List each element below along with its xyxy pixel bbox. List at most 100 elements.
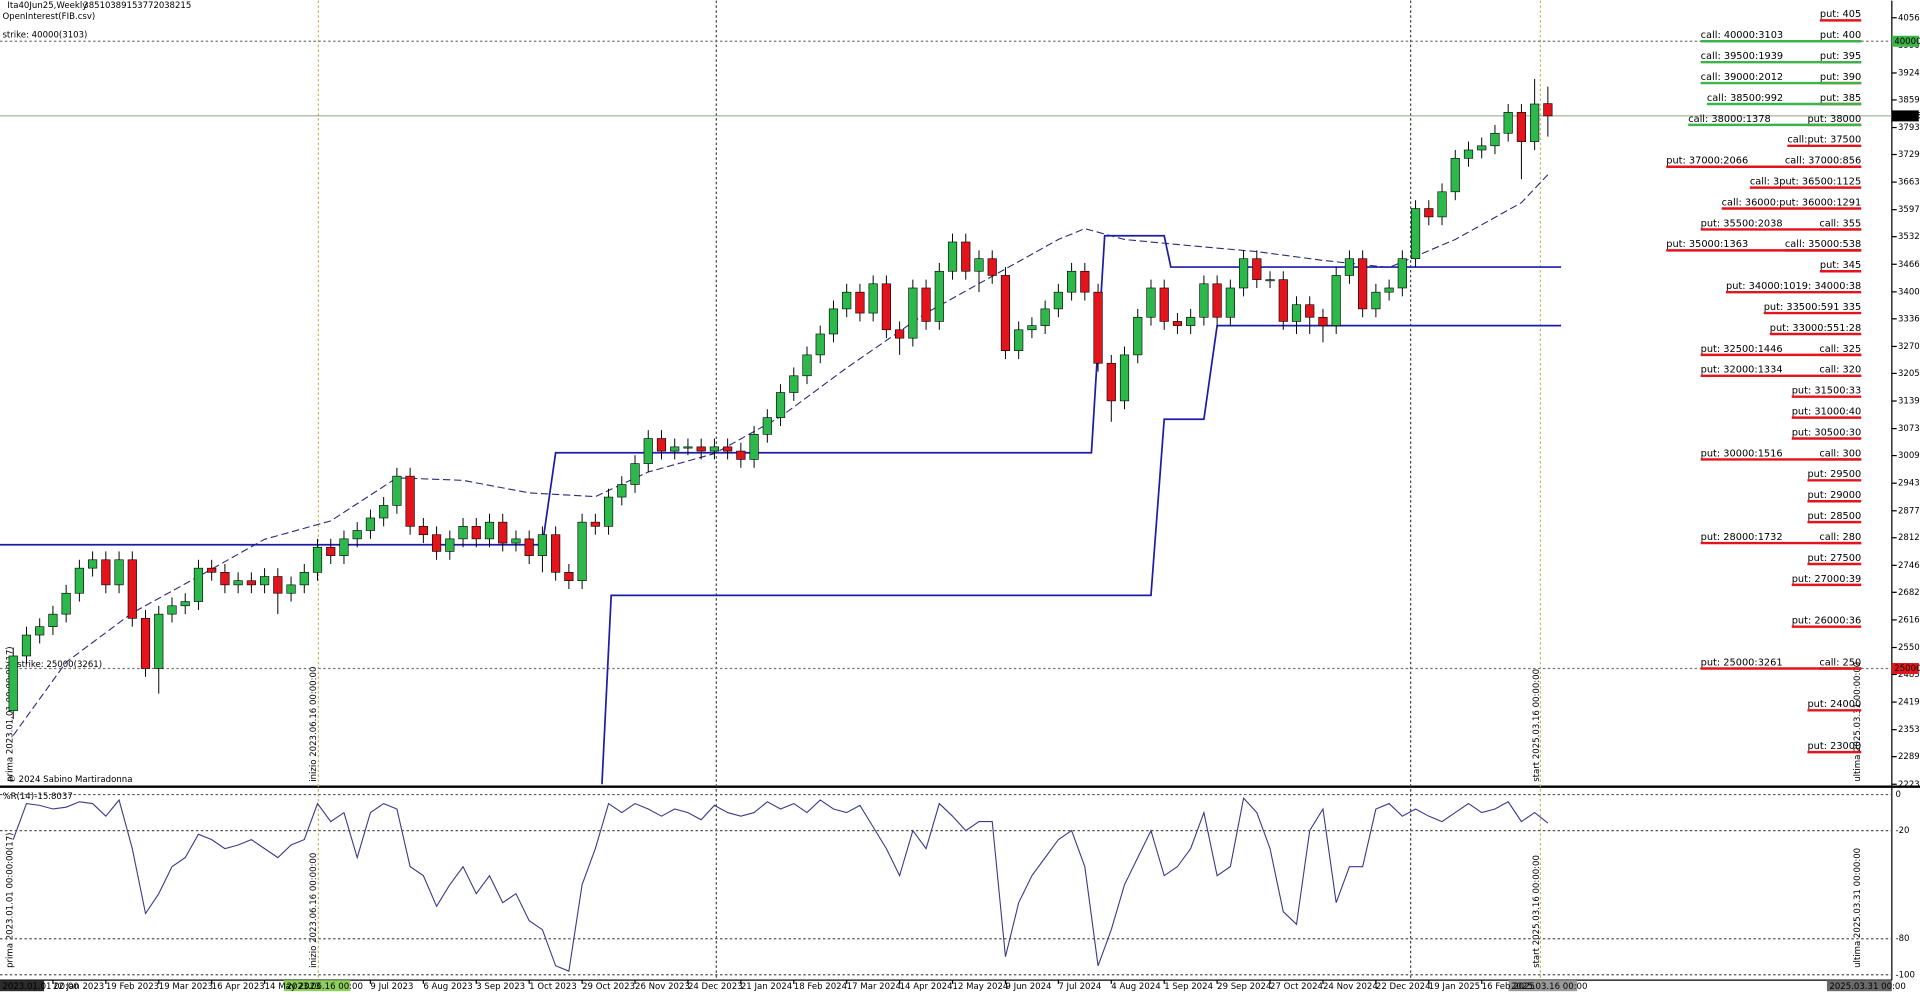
- option-label: put: 26000:36: [1792, 616, 1862, 627]
- candle-body: [511, 538, 521, 544]
- option-label: put: 31500:33: [1792, 386, 1862, 397]
- indicator-value: -15.8037: [34, 792, 73, 802]
- x-tick-label: 3 Sep 2023: [476, 982, 525, 992]
- option-label: call: 39500:1939: [1701, 51, 1784, 62]
- x-tick-label: 6 Aug 2023: [423, 982, 472, 992]
- candle-body: [260, 576, 270, 586]
- indicator-title: %R(14): [2, 792, 34, 802]
- candle-body: [1384, 287, 1394, 293]
- indicator-name: OpenInterest(FIB.csv): [2, 12, 95, 22]
- x-tick-label: 19 Jan 2025: [1429, 982, 1480, 992]
- x-tick-label: 1 Sep 2024: [1164, 982, 1213, 992]
- candle-body: [1106, 362, 1116, 402]
- candle-body: [696, 446, 706, 452]
- candle-body: [974, 258, 984, 272]
- candle-body: [21, 634, 32, 657]
- candle-body: [775, 392, 786, 418]
- option-label: put: 385: [1820, 93, 1861, 104]
- price-box-label: 25000: [1894, 664, 1920, 674]
- option-label: put: 28000:1732: [1701, 532, 1783, 543]
- option-label: put: 30000:1516: [1701, 448, 1783, 459]
- option-label: call: 38500:992: [1707, 93, 1783, 104]
- candle-body: [630, 463, 640, 485]
- option-label: put: 35500:2038: [1701, 218, 1783, 229]
- x-tick-label: 29 Sep 2024: [1217, 982, 1271, 992]
- candle-body: [855, 291, 865, 314]
- y-tick-label: 40562: [1898, 13, 1920, 23]
- option-label: put: 28500: [1807, 511, 1861, 522]
- candle-body: [987, 258, 997, 276]
- candle-body: [8, 655, 18, 712]
- candle-body: [683, 446, 693, 449]
- y-tick-label: 32057: [1898, 369, 1920, 379]
- option-label: call: 280: [1819, 532, 1861, 543]
- candle-body: [815, 333, 825, 356]
- candle-body: [1119, 354, 1130, 402]
- candle-body: [458, 526, 468, 540]
- marker-label: inizio 2023.06.16 00:00:00: [309, 667, 319, 782]
- cursor-box: [1826, 980, 1892, 992]
- y-tick-label: 38597: [1898, 95, 1920, 105]
- option-label: call: 325: [1819, 344, 1861, 355]
- candle-body: [392, 475, 402, 506]
- candle-body: [934, 270, 944, 322]
- x-tick-label: 24 Nov 2024: [1323, 982, 1378, 992]
- candle-body: [1027, 325, 1037, 331]
- candle-body: [484, 521, 495, 540]
- cursor-label: 2023.06.16 00:00: [287, 982, 363, 992]
- x-tick-label: 4 Aug 2024: [1111, 982, 1160, 992]
- candle-body: [670, 446, 680, 452]
- candle-body: [1543, 103, 1553, 117]
- copyright: © 2024 Sabino Martiradonna: [7, 775, 132, 785]
- y-tick-label: 34007: [1898, 287, 1920, 297]
- candle-body: [167, 605, 177, 615]
- cursor-box: [0, 980, 45, 992]
- y-tick-label: 24197: [1898, 698, 1920, 708]
- y-tick-label: 27467: [1898, 561, 1920, 571]
- option-label: put: 400: [1820, 30, 1861, 41]
- candle-body: [1133, 316, 1143, 356]
- y-tick-label: 39242: [1898, 68, 1920, 78]
- candle-body: [1371, 291, 1381, 310]
- candle-body: [947, 241, 958, 272]
- y-tick-label: 36632: [1898, 178, 1920, 188]
- candle-body: [1463, 149, 1474, 159]
- ohlc-close: 38215: [164, 1, 191, 11]
- candle-body: [207, 567, 217, 573]
- x-tick-label: 14 Apr 2024: [900, 982, 953, 992]
- x-tick-label: 24 Dec 2023: [688, 982, 743, 992]
- candle-body: [418, 526, 428, 536]
- option-label: put: 33500:591 335: [1764, 302, 1862, 313]
- candle-body: [643, 438, 653, 464]
- option-label: call: 35000:538: [1785, 239, 1861, 250]
- price-box-label: 40000: [1894, 37, 1920, 47]
- candle-body: [1503, 112, 1513, 134]
- y-tick-label: 35327: [1898, 232, 1920, 242]
- option-label: put: 24000: [1807, 699, 1861, 710]
- option-label: put: 345: [1820, 260, 1861, 271]
- candle-body: [921, 287, 931, 322]
- candle-body: [1238, 258, 1249, 289]
- y-tick-label: 33362: [1898, 314, 1920, 324]
- marker-label: start 2025.03.16 00:00:00: [1532, 669, 1542, 782]
- y-tick-label: 34667: [1898, 260, 1920, 270]
- y-tick-label: 32702: [1898, 342, 1920, 352]
- y-tick-label: 35972: [1898, 205, 1920, 215]
- candle-body: [140, 618, 151, 669]
- candle-body: [881, 283, 891, 331]
- candle-body: [524, 538, 534, 556]
- candle-body: [498, 521, 508, 544]
- option-label: call: 36000:put: 36000:1291: [1722, 197, 1862, 208]
- candle-body: [802, 354, 812, 377]
- option-label: put: 34000:1019: 34000:38: [1726, 281, 1861, 292]
- x-tick-label: 1 Oct 2023: [529, 982, 577, 992]
- candle-body: [286, 584, 296, 594]
- candle-body: [61, 592, 71, 615]
- option-label: put: 38000: [1807, 114, 1861, 125]
